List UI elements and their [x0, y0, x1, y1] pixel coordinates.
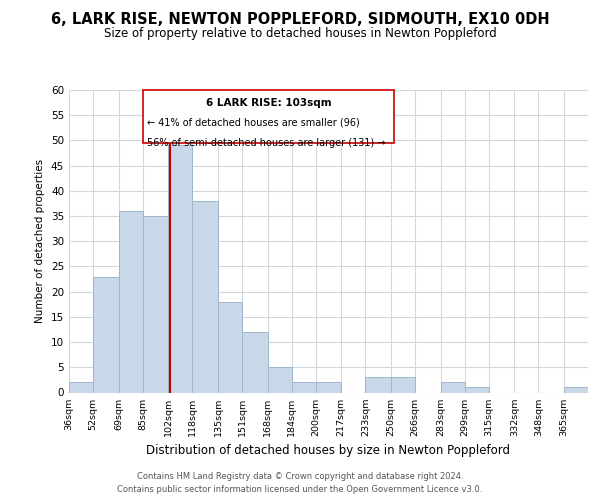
Bar [316, 382, 341, 392]
Y-axis label: Number of detached properties: Number of detached properties [35, 159, 46, 324]
Text: Size of property relative to detached houses in Newton Poppleford: Size of property relative to detached ho… [104, 26, 496, 40]
Bar [69, 382, 93, 392]
Text: Contains HM Land Registry data © Crown copyright and database right 2024.
Contai: Contains HM Land Registry data © Crown c… [118, 472, 482, 494]
Bar [391, 378, 415, 392]
Text: 6 LARK RISE: 103sqm: 6 LARK RISE: 103sqm [206, 98, 331, 108]
Bar [143, 216, 168, 392]
Bar [168, 146, 193, 392]
Text: 6, LARK RISE, NEWTON POPPLEFORD, SIDMOUTH, EX10 0DH: 6, LARK RISE, NEWTON POPPLEFORD, SIDMOUT… [50, 12, 550, 28]
Bar [218, 302, 242, 392]
Bar [193, 201, 218, 392]
Bar [268, 368, 292, 392]
Bar [464, 388, 489, 392]
Bar [93, 276, 119, 392]
Bar [440, 382, 464, 392]
Text: ← 41% of detached houses are smaller (96): ← 41% of detached houses are smaller (96… [147, 118, 360, 128]
FancyBboxPatch shape [143, 90, 394, 143]
X-axis label: Distribution of detached houses by size in Newton Poppleford: Distribution of detached houses by size … [146, 444, 511, 457]
Text: 56% of semi-detached houses are larger (131) →: 56% of semi-detached houses are larger (… [147, 138, 386, 148]
Bar [292, 382, 316, 392]
Bar [365, 378, 391, 392]
Bar [119, 211, 143, 392]
Bar [242, 332, 268, 392]
Bar [564, 388, 588, 392]
